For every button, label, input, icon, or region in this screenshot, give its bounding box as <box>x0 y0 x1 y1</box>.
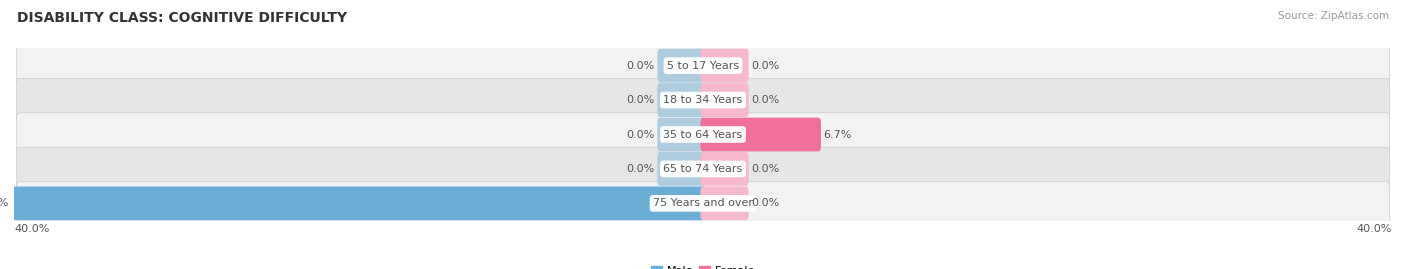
FancyBboxPatch shape <box>658 49 706 83</box>
FancyBboxPatch shape <box>658 118 706 151</box>
FancyBboxPatch shape <box>700 186 748 220</box>
Text: 0.0%: 0.0% <box>751 198 779 208</box>
FancyBboxPatch shape <box>700 49 748 83</box>
Text: 0.0%: 0.0% <box>751 164 779 174</box>
Text: Source: ZipAtlas.com: Source: ZipAtlas.com <box>1278 11 1389 21</box>
FancyBboxPatch shape <box>658 83 706 117</box>
Text: 40.0%: 40.0% <box>1357 224 1392 234</box>
Text: 5 to 17 Years: 5 to 17 Years <box>666 61 740 71</box>
FancyBboxPatch shape <box>658 152 706 186</box>
FancyBboxPatch shape <box>17 78 1389 122</box>
Text: 0.0%: 0.0% <box>751 61 779 71</box>
FancyBboxPatch shape <box>700 118 821 151</box>
Text: 65 to 74 Years: 65 to 74 Years <box>664 164 742 174</box>
Text: 0.0%: 0.0% <box>627 61 655 71</box>
Text: 0.0%: 0.0% <box>751 95 779 105</box>
Text: 0.0%: 0.0% <box>627 129 655 140</box>
Text: 6.7%: 6.7% <box>824 129 852 140</box>
Text: 0.0%: 0.0% <box>627 95 655 105</box>
FancyBboxPatch shape <box>17 147 1389 191</box>
Text: 75 Years and over: 75 Years and over <box>652 198 754 208</box>
FancyBboxPatch shape <box>17 44 1389 87</box>
Text: DISABILITY CLASS: COGNITIVE DIFFICULTY: DISABILITY CLASS: COGNITIVE DIFFICULTY <box>17 11 347 25</box>
FancyBboxPatch shape <box>11 186 706 220</box>
FancyBboxPatch shape <box>700 152 748 186</box>
Text: 40.0%: 40.0% <box>0 198 8 208</box>
Text: 18 to 34 Years: 18 to 34 Years <box>664 95 742 105</box>
FancyBboxPatch shape <box>17 182 1389 225</box>
Text: 0.0%: 0.0% <box>627 164 655 174</box>
FancyBboxPatch shape <box>17 113 1389 156</box>
FancyBboxPatch shape <box>700 83 748 117</box>
Legend: Male, Female: Male, Female <box>647 261 759 269</box>
Text: 40.0%: 40.0% <box>14 224 49 234</box>
Text: 35 to 64 Years: 35 to 64 Years <box>664 129 742 140</box>
